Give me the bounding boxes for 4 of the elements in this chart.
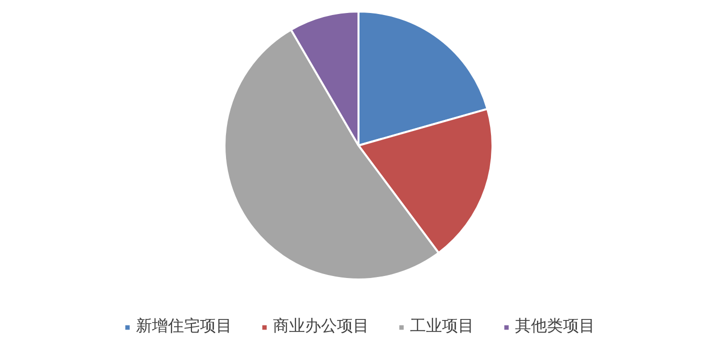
legend-label: 新增住宅项目 xyxy=(136,316,232,337)
legend-label: 工业项目 xyxy=(410,316,474,337)
legend-label: 其他类项目 xyxy=(515,316,595,337)
legend-label: 商业办公项目 xyxy=(273,316,369,337)
